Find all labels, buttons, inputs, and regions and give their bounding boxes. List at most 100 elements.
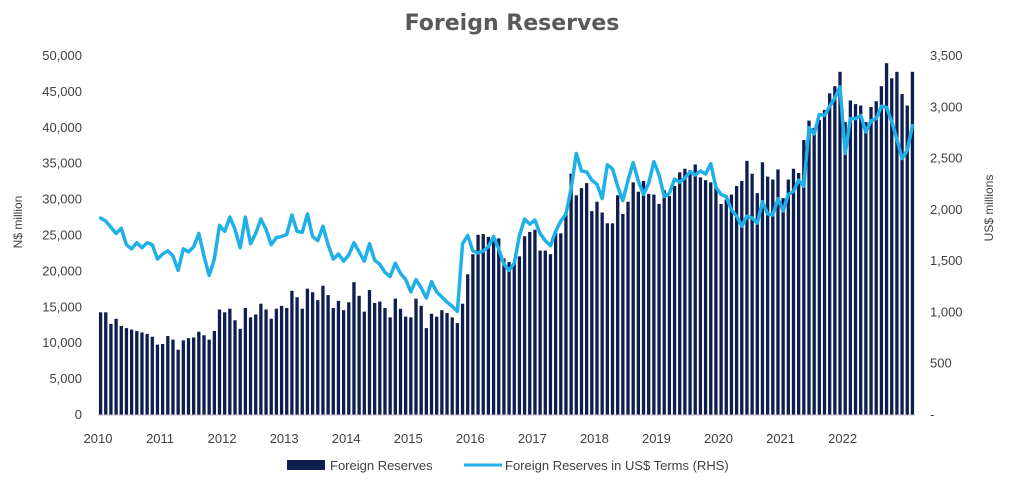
- bar: [683, 168, 687, 415]
- bar: [874, 101, 878, 415]
- bar: [336, 300, 341, 415]
- x-tick-label: 2022: [828, 431, 857, 446]
- bar: [114, 318, 118, 415]
- bar: [171, 339, 175, 415]
- bar: [197, 331, 201, 415]
- y-tick-label: 0: [75, 407, 82, 422]
- bar: [372, 302, 377, 415]
- bar: [812, 127, 816, 416]
- bar: [678, 172, 682, 415]
- bar: [466, 274, 470, 415]
- bar: [745, 160, 749, 415]
- y-tick-label: 15,000: [42, 299, 82, 314]
- bar: [657, 203, 661, 415]
- bar: [703, 180, 708, 415]
- y-tick-label: 45,000: [42, 84, 82, 99]
- legend-label-line: Foreign Reserves in US$ Terms (RHS): [505, 458, 729, 473]
- bar: [347, 302, 351, 415]
- y2-tick-label: -: [930, 407, 934, 422]
- bar: [859, 105, 863, 415]
- bar: [362, 311, 366, 415]
- bar: [321, 285, 325, 415]
- y2-tick-label: 2,000: [930, 202, 963, 217]
- bar: [647, 193, 651, 415]
- bar: [538, 250, 542, 415]
- bar: [636, 191, 641, 415]
- bar: [729, 194, 734, 415]
- y2-tick-label: 500: [930, 356, 952, 371]
- bar: [626, 201, 630, 415]
- bar: [528, 231, 532, 415]
- y-tick-label: 25,000: [42, 228, 82, 243]
- y-tick-label: 20,000: [42, 263, 82, 278]
- bar: [828, 93, 832, 415]
- bar: [155, 344, 160, 415]
- bar: [512, 263, 516, 415]
- bar: [129, 329, 134, 415]
- bar: [569, 173, 573, 415]
- x-tick-label: 2018: [580, 431, 609, 446]
- y-tick-label: 10,000: [42, 335, 82, 350]
- bar: [765, 176, 770, 415]
- bar: [719, 203, 723, 415]
- bar: [223, 312, 227, 415]
- bar: [135, 330, 139, 415]
- bar: [202, 335, 206, 415]
- bar: [600, 212, 604, 415]
- bar: [672, 185, 677, 415]
- bar: [176, 349, 180, 415]
- bar: [533, 229, 537, 415]
- bar: [802, 140, 806, 415]
- bar: [388, 317, 392, 415]
- bar: [698, 177, 703, 415]
- bar: [383, 308, 387, 415]
- left-axis-title: N$ million: [11, 196, 25, 249]
- x-tick-label: 2012: [208, 431, 237, 446]
- x-tick-label: 2016: [456, 431, 485, 446]
- bar: [279, 305, 284, 415]
- y2-tick-label: 1,000: [930, 304, 963, 319]
- bar: [781, 198, 785, 415]
- bar: [460, 303, 465, 415]
- bar: [574, 195, 578, 415]
- bar: [316, 300, 320, 415]
- right-axis-ticks: - 500 1,000 1,500 2,000 2,500 3,000 3,500: [930, 48, 963, 422]
- bar: [724, 199, 728, 415]
- left-axis-ticks: 0 5,000 10,000 15,000 20,000 25,000 30,000 35,0…: [42, 48, 82, 422]
- bar: [548, 254, 553, 415]
- bar: [186, 338, 191, 415]
- line-series: [98, 85, 915, 314]
- bar: [895, 71, 899, 416]
- bar: [709, 182, 713, 415]
- bar: [419, 305, 423, 415]
- x-tick-label: 2021: [766, 431, 795, 446]
- bar: [497, 238, 501, 415]
- bar: [786, 179, 790, 415]
- bar: [564, 212, 568, 415]
- bar: [367, 290, 372, 415]
- bar: [590, 211, 594, 415]
- bar: [414, 298, 418, 415]
- bar: [378, 301, 382, 415]
- bar: [450, 317, 454, 415]
- y2-tick-label: 2,500: [930, 151, 963, 166]
- bar: [890, 78, 894, 415]
- bar: [517, 256, 522, 415]
- bar: [734, 185, 739, 415]
- bar: [631, 182, 635, 415]
- bar: [109, 323, 113, 415]
- bar: [207, 339, 211, 415]
- bar: [507, 262, 511, 415]
- x-tick-label: 2015: [394, 431, 423, 446]
- bar: [605, 223, 609, 415]
- bar: [771, 179, 775, 415]
- bar: [341, 310, 346, 415]
- x-tick-label: 2010: [84, 431, 113, 446]
- bar: [228, 308, 232, 415]
- bar: [331, 308, 335, 415]
- bar: [910, 71, 915, 416]
- bar: [404, 316, 408, 415]
- bar: [848, 100, 853, 416]
- bar: [150, 336, 154, 415]
